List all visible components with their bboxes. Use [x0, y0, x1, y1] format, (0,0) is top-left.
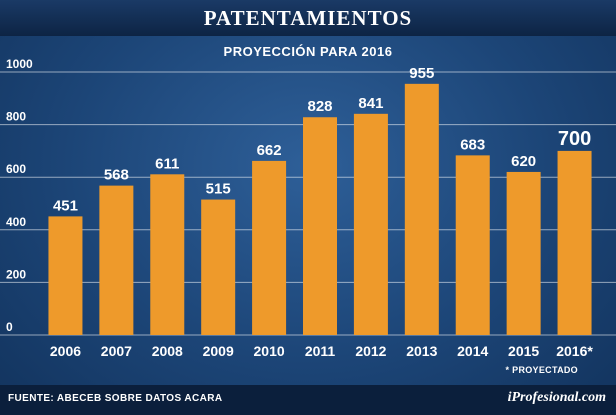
- bar: [99, 185, 134, 335]
- y-tick-label: 1000: [6, 57, 33, 71]
- data-label: 700: [558, 128, 591, 150]
- y-tick-label: 800: [6, 110, 26, 124]
- data-label: 515: [206, 181, 231, 198]
- bar: [455, 155, 490, 335]
- y-tick-label: 0: [6, 320, 13, 334]
- x-tick-label: 2009: [203, 343, 234, 359]
- data-label: 683: [460, 136, 485, 153]
- data-label: 841: [358, 95, 383, 112]
- y-tick-label: 200: [6, 267, 26, 281]
- x-tick-label: 2007: [101, 343, 132, 359]
- data-label: 568: [104, 167, 129, 184]
- x-tick-label: 2013: [406, 343, 437, 359]
- bar: [303, 117, 337, 336]
- x-tick-label: 2016*: [556, 343, 593, 359]
- data-label: 662: [257, 142, 282, 159]
- projection-note: * PROYECTADO: [505, 365, 578, 375]
- data-label: 828: [307, 98, 332, 115]
- footer-bar: FUENTE: ABECEB SOBRE DATOS ACARA iProfes…: [0, 385, 616, 415]
- y-tick-label: 400: [6, 215, 26, 229]
- x-tick-label: 2010: [254, 343, 285, 359]
- bar: [506, 171, 541, 335]
- source-text: FUENTE: ABECEB SOBRE DATOS ACARA: [8, 393, 223, 404]
- data-label: 955: [409, 65, 434, 82]
- header-bar: PATENTAMIENTOS: [0, 0, 616, 36]
- bar: [252, 160, 287, 335]
- bar: [557, 150, 592, 335]
- y-tick-label: 600: [6, 162, 26, 176]
- x-tick-label: 2014: [457, 343, 488, 359]
- x-tick-label: 2008: [152, 343, 183, 359]
- data-label: 611: [155, 155, 179, 172]
- data-label: 620: [511, 153, 536, 170]
- x-tick-label: 2011: [305, 343, 336, 359]
- bar: [353, 113, 388, 335]
- bar: [150, 174, 185, 335]
- x-tick-label: 2006: [50, 343, 81, 359]
- x-tick-label: 2015: [508, 343, 539, 359]
- bar: [201, 199, 236, 335]
- brand-logo: iProfesional.com: [507, 390, 606, 405]
- bar: [48, 216, 83, 335]
- x-tick-label: 2012: [355, 343, 386, 359]
- data-label: 451: [53, 197, 78, 214]
- bar: [404, 83, 439, 336]
- page-title: PATENTAMIENTOS: [203, 6, 413, 30]
- chart-subtitle: PROYECCIÓN PARA 2016: [223, 44, 393, 59]
